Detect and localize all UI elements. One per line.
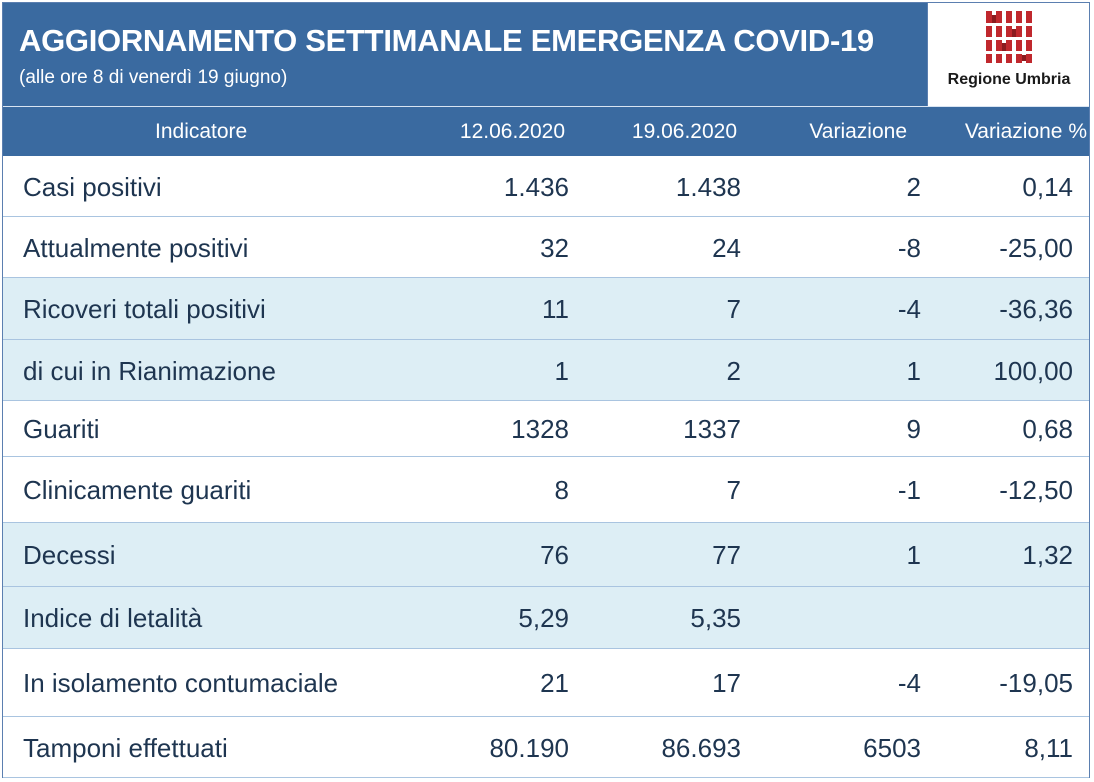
variation: 1 [906,356,921,386]
variation: 2 [906,172,921,202]
variation-pct: -19,05 [999,668,1073,698]
row-label: Tamponi effettuati [23,733,228,763]
value-19-06: 1.438 [675,172,741,202]
value-19-06: 2 [726,356,741,386]
variation: 6503 [863,733,921,763]
table-row: Attualmente positivi 32 24 -8 -25,00 [3,217,1089,278]
row-label: Decessi [23,540,116,570]
variation: -8 [897,233,921,263]
value-12-06: 8 [554,475,569,505]
row-label: Guariti [23,414,100,444]
value-19-06: 77 [712,540,741,570]
variation: 1 [906,540,921,570]
page-title: AGGIORNAMENTO SETTIMANALE EMERGENZA COVI… [19,23,874,58]
variation-pct: -36,36 [999,294,1073,324]
value-12-06: 21 [540,668,569,698]
column-header-variazione: Variazione [809,120,907,143]
variation-pct: 100,00 [993,356,1073,386]
value-19-06: 5,35 [690,603,741,633]
value-19-06: 7 [726,294,741,324]
value-19-06: 7 [726,475,741,505]
table-row: Guariti 1328 1337 9 0,68 [3,401,1089,457]
value-12-06: 32 [540,233,569,263]
variation-pct: 0,68 [1022,414,1073,444]
row-label: Casi positivi [23,172,162,202]
variation-pct: -12,50 [999,475,1073,505]
value-12-06: 1 [554,356,569,386]
value-12-06: 80.190 [489,733,569,763]
value-12-06: 1.436 [503,172,569,202]
region-logo: Regione Umbria [927,3,1089,106]
row-label: In isolamento contumaciale [23,668,339,698]
table-row: Indice di letalità 5,29 5,35 [3,587,1089,649]
row-label: Clinicamente guariti [23,475,252,505]
variation-pct: 8,11 [1024,733,1073,763]
value-19-06: 17 [712,668,741,698]
table-row: Decessi 76 77 1 1,32 [3,523,1089,587]
table-row: Casi positivi 1.436 1.438 2 0,14 [3,156,1089,217]
column-header-variazione-pct: Variazione % [964,120,1087,143]
row-label: Attualmente positivi [23,233,249,263]
row-label: Ricoveri totali positivi [23,294,266,324]
value-12-06: 5,29 [518,603,569,633]
header-banner: AGGIORNAMENTO SETTIMANALE EMERGENZA COVI… [3,3,927,106]
table-row: In isolamento contumaciale 21 17 -4 -19,05 [3,649,1089,717]
value-12-06: 1328 [511,414,569,444]
column-header-indicatore: Indicatore [155,120,248,143]
row-label: di cui in Rianimazione [23,356,276,386]
region-emblem-icon [984,11,1034,63]
value-12-06: 76 [540,540,569,570]
table-row: Clinicamente guariti 8 7 -1 -12,50 [3,457,1089,523]
table-header: Indicatore 12.06.2020 19.06.2020 Variazi… [3,106,1089,156]
variation-pct: 0,14 [1022,172,1073,202]
page-subtitle: (alle ore 8 di venerdì 19 giugno) [19,67,288,88]
variation: -4 [897,668,921,698]
variation: -1 [897,475,921,505]
table-row: Tamponi effettuati 80.190 86.693 6503 8,11 [3,717,1089,778]
row-label: Indice di letalità [23,603,203,633]
table-row: Ricoveri totali positivi 11 7 -4 -36,36 [3,278,1089,340]
value-19-06: 24 [712,233,741,263]
value-12-06: 11 [542,294,569,324]
variation-pct: 1,32 [1022,540,1073,570]
column-header-date-2: 19.06.2020 [631,120,737,143]
value-19-06: 86.693 [661,733,741,763]
variation: -4 [897,294,921,324]
value-19-06: 1337 [683,414,741,444]
variation-pct: -25,00 [999,233,1073,263]
variation: 9 [906,414,921,444]
logo-label: Regione Umbria [947,71,1071,88]
table-row: di cui in Rianimazione 1 2 1 100,00 [3,340,1089,401]
column-header-date-1: 12.06.2020 [459,120,565,143]
